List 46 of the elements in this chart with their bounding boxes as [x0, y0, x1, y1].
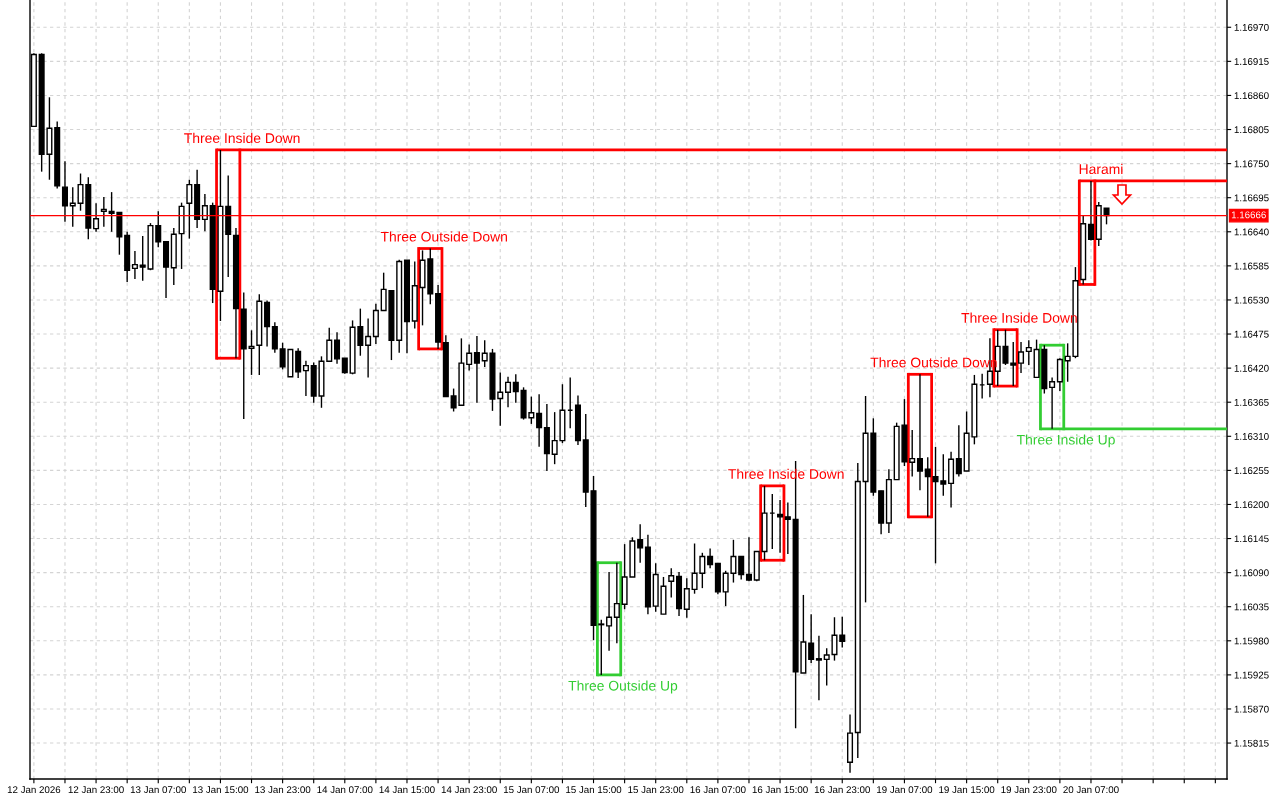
y-tick-label: 1.16530	[1234, 296, 1269, 304]
y-tick-label: 1.16640	[1234, 228, 1269, 236]
x-tick-label: 12 Jan 23:00	[68, 786, 124, 794]
x-tick-label: 13 Jan 15:00	[193, 786, 249, 794]
x-tick-label: 16 Jan 07:00	[690, 786, 746, 794]
y-tick-label: 1.16695	[1234, 194, 1269, 202]
annotation: Three Outside Up	[568, 680, 678, 694]
y-tick-label: 1.15870	[1234, 705, 1269, 713]
x-tick-label: 19 Jan 23:00	[1001, 786, 1057, 794]
y-tick-label: 1.16145	[1234, 535, 1269, 543]
ref-line-label: 1.16666	[1231, 211, 1266, 219]
annotation: Three Inside Up	[1016, 434, 1115, 448]
y-tick-label: 1.16090	[1234, 569, 1269, 577]
x-tick-label: 14 Jan 07:00	[317, 786, 373, 794]
y-tick-label: 1.16475	[1234, 330, 1269, 338]
x-tick-label: 14 Jan 15:00	[379, 786, 435, 794]
y-tick-label: 1.15980	[1234, 637, 1269, 645]
annotation: Three Inside Down	[184, 132, 300, 144]
x-tick-label: 16 Jan 15:00	[752, 786, 808, 794]
y-tick-label: 1.16750	[1234, 160, 1269, 168]
y-tick-label: 1.16585	[1234, 262, 1269, 270]
y-tick-label: 1.16915	[1234, 58, 1269, 65]
x-tick-label: 15 Jan 23:00	[628, 786, 684, 794]
x-tick-label: 13 Jan 07:00	[130, 786, 186, 794]
x-tick-label: 19 Jan 07:00	[877, 786, 933, 794]
y-tick-label: 1.16035	[1234, 603, 1269, 611]
y-tick-label: 1.16420	[1234, 364, 1269, 372]
x-tick-label: 20 Jan 07:00	[1063, 786, 1119, 794]
x-tick-label: 19 Jan 15:00	[939, 786, 995, 794]
x-tick-label: 14 Jan 23:00	[441, 786, 497, 794]
y-tick-label: 1.16970	[1234, 24, 1269, 31]
x-tick-label: 13 Jan 23:00	[255, 786, 311, 794]
y-tick-label: 1.16200	[1234, 501, 1269, 509]
x-tick-label: 12 Jan 2026	[7, 786, 61, 794]
annotation: Three Outside Down	[380, 231, 507, 242]
y-tick-label: 1.16255	[1234, 467, 1269, 474]
y-tick-label: 1.15925	[1234, 671, 1269, 679]
x-tick-label: 15 Jan 15:00	[566, 786, 622, 794]
y-tick-label: 1.16310	[1234, 433, 1269, 440]
y-tick-label: 1.16365	[1234, 398, 1269, 406]
x-tick-label: 16 Jan 23:00	[814, 786, 870, 794]
x-tick-label: 15 Jan 07:00	[503, 786, 560, 794]
y-tick-label: 1.16805	[1234, 126, 1269, 134]
annotation: Harami	[1079, 163, 1123, 175]
y-tick-label: 1.16860	[1234, 92, 1269, 100]
y-tick-label: 1.15815	[1234, 739, 1269, 747]
